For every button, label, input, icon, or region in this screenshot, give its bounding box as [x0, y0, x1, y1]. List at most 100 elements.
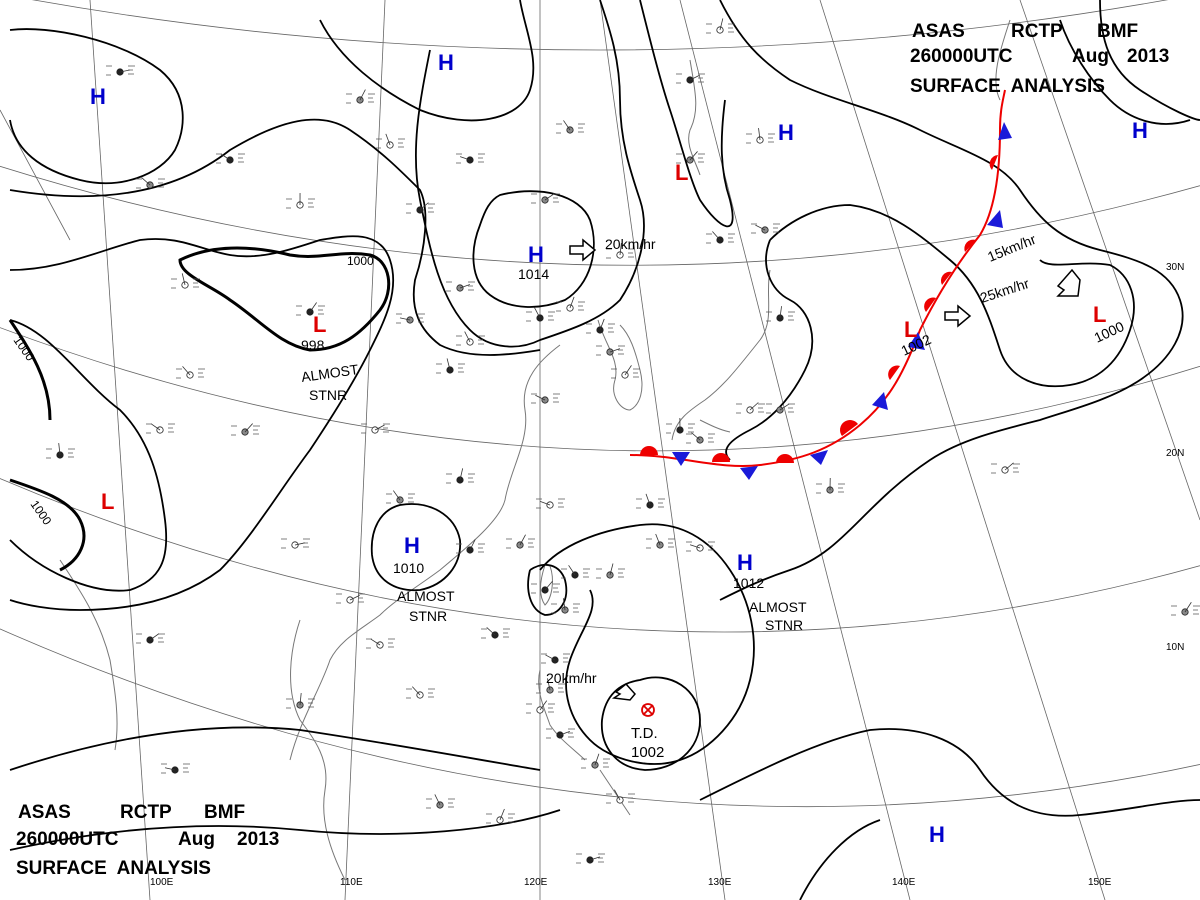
- station-plot: [136, 177, 165, 189]
- isobar-north-pacific: [719, 0, 1184, 601]
- coast-china: [289, 344, 561, 761]
- station-plots: [46, 18, 1200, 864]
- latitude-grid: [0, 0, 1200, 808]
- high-center-south-china: H: [404, 533, 420, 558]
- isobar-td-ring: [601, 676, 701, 771]
- station-plot: [361, 423, 390, 434]
- isobar-1010-high: [370, 503, 461, 592]
- high-center-siberia: H: [90, 84, 106, 109]
- station-plot: [481, 627, 510, 639]
- low-center-north-china: L: [313, 312, 326, 337]
- isobar-bottom-2: [9, 809, 561, 851]
- high-center-yellow-sea: H: [528, 242, 544, 267]
- station-plot: [286, 693, 315, 709]
- station-plot: [281, 538, 310, 549]
- header-top-month: Aug: [1072, 46, 1109, 67]
- station-plot: [406, 686, 435, 699]
- station-plot: [446, 468, 475, 484]
- station-plot: [706, 231, 735, 244]
- coast-japan: [671, 269, 771, 441]
- isobar-1000-bottomleft: [9, 478, 86, 572]
- td-value: 1002: [631, 744, 664, 761]
- station-plot: [536, 498, 565, 509]
- station-plot: [456, 539, 485, 554]
- station-plot: [546, 728, 575, 739]
- station-plot: [406, 202, 435, 214]
- header-top-code: BMF: [1097, 21, 1138, 42]
- coast-sakhalin: [688, 59, 701, 176]
- station-plot: [706, 18, 735, 34]
- station-plot: [336, 593, 365, 604]
- td-symbol: [641, 703, 655, 717]
- station-plot: [766, 306, 795, 322]
- station-plot: [576, 853, 605, 864]
- station-plot: [161, 763, 190, 774]
- lat-label-30n: 30N: [1166, 262, 1184, 273]
- motion-arrow-3: [1056, 268, 1081, 297]
- station-plot: [611, 365, 640, 379]
- motion-label-front-2: 25km/hr: [978, 275, 1031, 306]
- station-plot: [751, 223, 780, 234]
- isobar-taiwan-loop: [539, 523, 755, 765]
- station-plot: [526, 700, 555, 714]
- station-plot: [176, 366, 205, 379]
- longitude-line-160e: [1019, 0, 1200, 521]
- longitude-line-100e: [89, 0, 151, 900]
- motion-arrow-4: [611, 682, 636, 701]
- station-plot: [106, 65, 135, 76]
- isobar-high-north: [319, 0, 535, 122]
- isobar-south-china-sea: [527, 563, 568, 616]
- isobar-label-3: 1000: [28, 498, 55, 528]
- station-plot: [636, 493, 665, 509]
- station-plot: [216, 153, 245, 164]
- station-plot: [171, 273, 200, 289]
- coast-taiwan: [540, 564, 553, 606]
- station-plot: [366, 638, 395, 649]
- station-plot: [541, 653, 570, 664]
- station-plot: [456, 331, 485, 346]
- low-center-east: L: [1093, 302, 1106, 327]
- isobar-1000-low: [178, 246, 391, 352]
- latitude-line-30n: [0, 165, 1200, 266]
- station-plot: [136, 633, 165, 644]
- station-plot: [686, 541, 715, 552]
- isobar-siberia-west: [9, 28, 184, 184]
- longitude-line-150e: [819, 0, 1106, 900]
- coast-kamchatka: [995, 19, 1011, 101]
- station-plot: [746, 128, 775, 144]
- station-plot: [606, 243, 635, 259]
- station-plot: [596, 563, 625, 579]
- longitude-line-90e: [0, 109, 71, 241]
- high-center-north: H: [438, 50, 454, 75]
- header-bottom-month: Aug: [178, 829, 215, 850]
- low-center-manchuria: L: [675, 160, 688, 185]
- station-plot: [486, 808, 515, 824]
- longitude-line-140e: [679, 0, 911, 900]
- isobar-china-loop: [9, 235, 395, 611]
- isobar-1000-east: [725, 204, 1135, 461]
- header-bottom: ASAS RCTP BMF 260000UTC Aug 2013 SURFACE…: [16, 802, 279, 879]
- note-stnr-1: STNR: [309, 387, 347, 403]
- station-plot: [526, 307, 555, 322]
- lon-label-100e: 100E: [150, 877, 174, 888]
- motion-label-td: 20km/hr: [546, 670, 597, 686]
- isobar-top-right: [1099, 0, 1200, 121]
- header-top-product: ASAS: [912, 21, 965, 42]
- lon-label-110e: 110E: [340, 877, 363, 888]
- high-center-philippine-sea: H: [737, 550, 753, 575]
- station-plot: [586, 318, 615, 334]
- lat-label-10n: 10N: [1166, 642, 1184, 653]
- isobar-northeast: [639, 0, 734, 228]
- station-plot: [231, 423, 260, 436]
- coast-philippines: [538, 669, 631, 816]
- header-top-year: 2013: [1127, 46, 1169, 67]
- td-circle-icon: [641, 703, 655, 717]
- isobar-1014-high: [472, 190, 595, 308]
- high-center-philippine-sea-value: 1012: [733, 575, 764, 591]
- latitude-line-10n: [0, 478, 1200, 633]
- station-plot: [606, 789, 635, 804]
- low-center-north-china-value: 998: [301, 337, 325, 353]
- station-plot: [386, 490, 415, 504]
- coast-korea: [597, 319, 643, 411]
- note-almost-3: ALMOST: [749, 599, 807, 615]
